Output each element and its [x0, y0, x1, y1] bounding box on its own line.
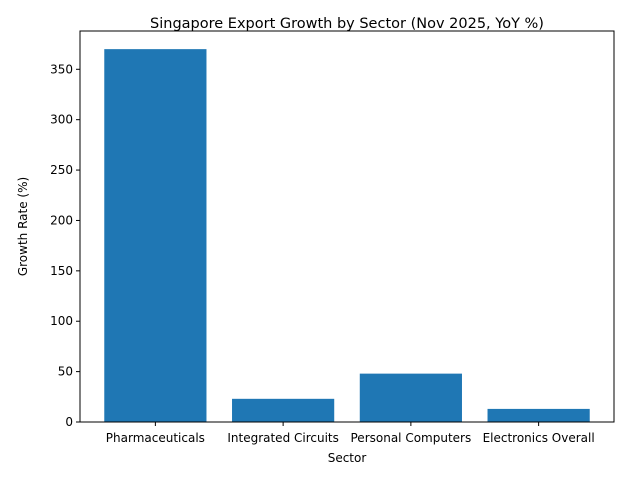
- x-tick-label: Pharmaceuticals: [106, 431, 205, 445]
- y-axis-ticks: 0 50 100 150 200 250 300 350: [50, 62, 80, 429]
- x-tick-label: Personal Computers: [351, 431, 472, 445]
- plot-frame: [79, 30, 615, 423]
- chart-title: Singapore Export Growth by Sector (Nov 2…: [150, 16, 544, 32]
- y-tick-label: 50: [58, 365, 73, 379]
- x-axis-label: Sector: [328, 451, 367, 465]
- y-tick-label: 0: [65, 415, 73, 429]
- bar-personal-computers: [359, 373, 462, 422]
- y-axis-label: Growth Rate (%): [16, 177, 30, 276]
- bar-electronics-overall: [487, 408, 590, 422]
- y-tick-label: 300: [50, 113, 73, 127]
- y-tick-label: 200: [50, 213, 73, 227]
- bar-integrated-circuits: [232, 398, 335, 422]
- y-tick-label: 150: [50, 264, 73, 278]
- bar-pharmaceuticals: [104, 49, 207, 423]
- x-axis-ticks: Pharmaceuticals Integrated Circuits Person…: [106, 422, 595, 445]
- y-tick-label: 250: [50, 163, 73, 177]
- y-tick-label: 350: [50, 62, 73, 76]
- y-tick-label: 100: [50, 314, 73, 328]
- bars-layer: [104, 49, 590, 423]
- x-tick-label: Integrated Circuits: [227, 431, 339, 445]
- x-tick-label: Electronics Overall: [483, 431, 595, 445]
